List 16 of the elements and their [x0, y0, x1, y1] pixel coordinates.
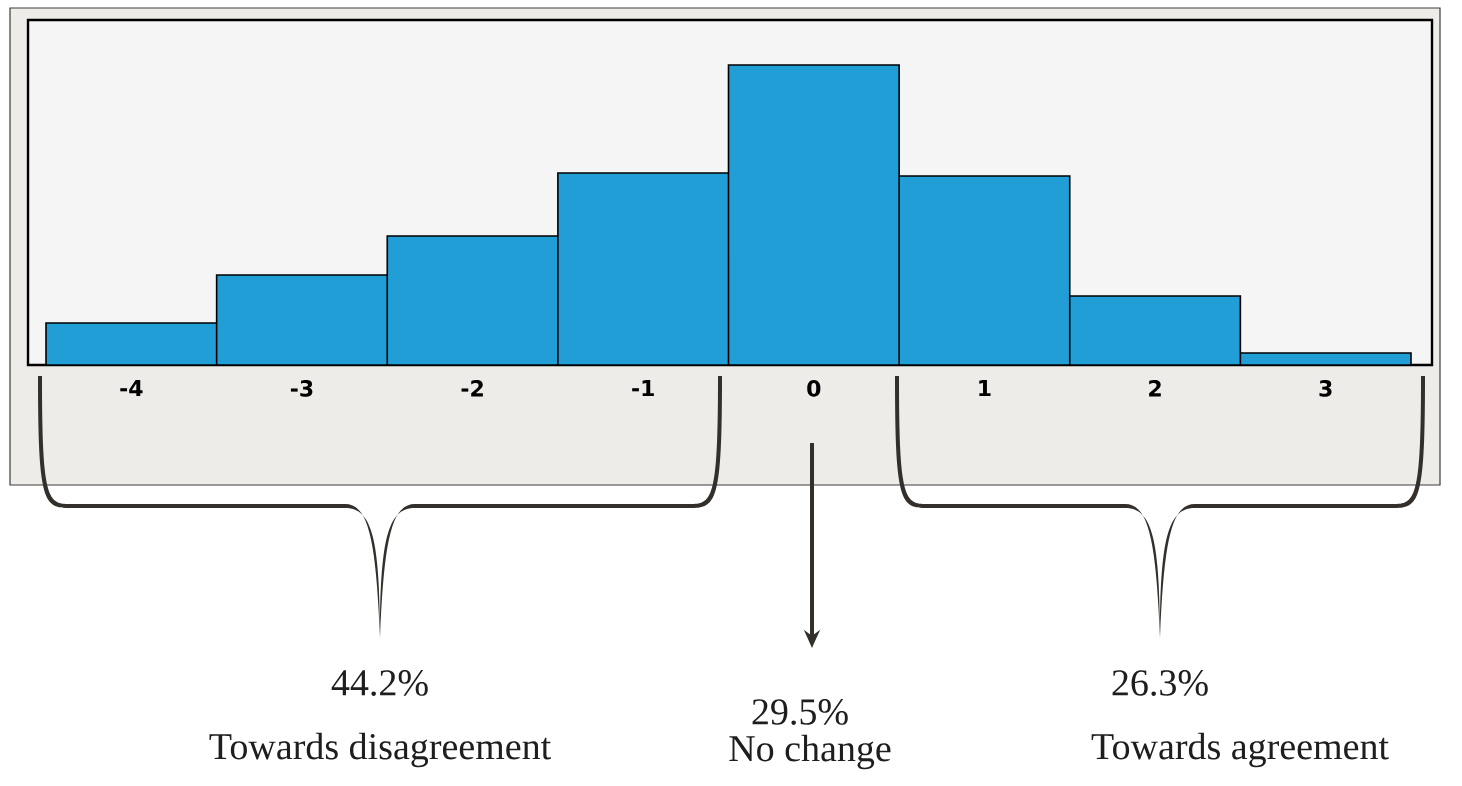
x-tick-label: 0: [807, 380, 821, 397]
x-tick-label: 2: [1149, 380, 1161, 397]
text: 29.5%: [752, 699, 848, 725]
x-tick-label: -3: [290, 380, 313, 397]
text: Towards disagreement: [209, 732, 551, 768]
x-tick-label: -4: [120, 380, 143, 397]
bar: [899, 175, 1070, 365]
text: 26.3%: [1112, 670, 1208, 696]
x-tick-label: -1: [632, 380, 654, 397]
x-tick-label: 1: [979, 380, 991, 397]
text: Towards agreement: [1091, 732, 1389, 768]
x-tick-label: -2: [461, 380, 483, 397]
x-tick-label: 3: [1319, 380, 1332, 397]
text: 44.2%: [331, 670, 428, 696]
text: No change: [729, 734, 891, 770]
bar: [387, 235, 558, 365]
